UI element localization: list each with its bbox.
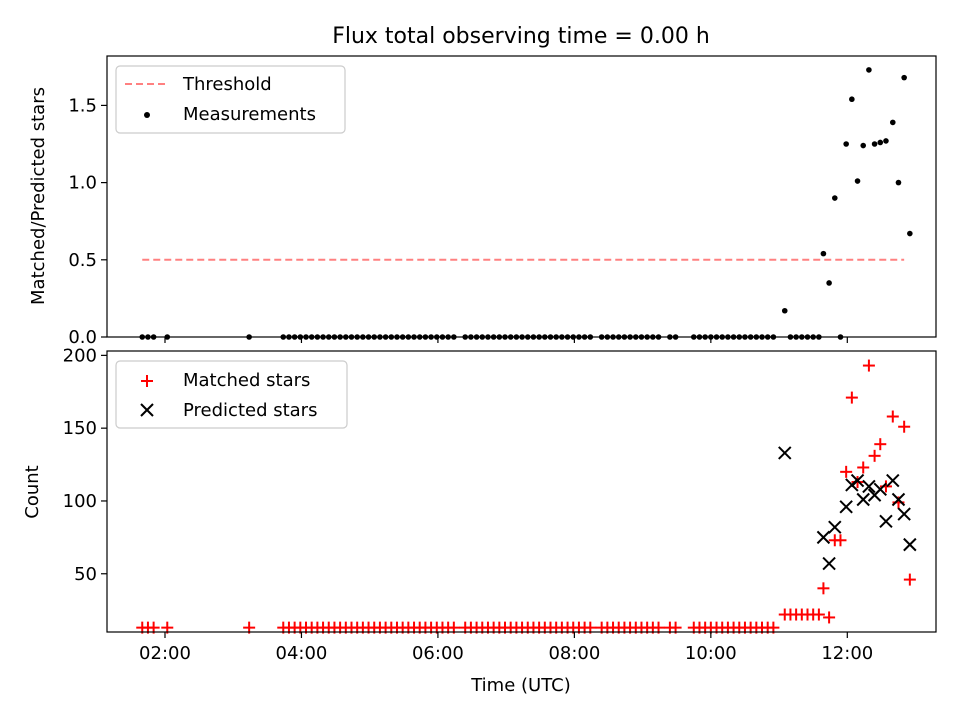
bottom-y-tick-label: 200 — [63, 345, 97, 366]
matched-stars-point — [840, 465, 853, 478]
matched-stars-point — [812, 608, 825, 621]
bottom-axes-frame — [106, 350, 937, 633]
x-tick-label: 12:00 — [821, 643, 873, 664]
predicted-stars-point — [822, 556, 836, 571]
measurements-point — [826, 280, 832, 286]
top-axes: 0.0 0.5 1.0 1.5 Matched/Predicted stars Thr… — [28, 55, 937, 348]
predicted-stars-point — [778, 446, 792, 460]
bottom-x-ticks: 02:00 04:00 06:00 08:00 10:00 12:00 — [139, 632, 873, 664]
matched-stars-point — [817, 582, 830, 595]
bottom-axes: 02:00 04:00 06:00 08:00 10:00 12:00 50 100 150 2… — [22, 345, 937, 696]
predicted-stars-point — [828, 520, 842, 534]
matched-stars-point — [834, 534, 847, 547]
matched-stars-point — [903, 573, 916, 586]
bottom-y-tick-label: 150 — [63, 418, 97, 439]
matched-stars-point — [898, 420, 911, 433]
measurements-point — [871, 141, 878, 147]
matched-stars-point — [868, 449, 881, 462]
predicted-stars-point — [886, 473, 900, 488]
predicted-stars-point — [891, 492, 906, 507]
matched-stars-point — [845, 391, 858, 404]
bottom-y-axis-label: Count — [22, 465, 43, 518]
legend-matched-label: Matched stars — [183, 370, 310, 391]
measurements-point — [901, 74, 907, 81]
predicted-stars-point — [903, 537, 917, 552]
legend-predicted-label: Predicted stars — [183, 400, 317, 421]
x-tick-label: 08:00 — [548, 643, 600, 664]
measurements-point — [883, 138, 889, 144]
legend-matched-swatch — [141, 375, 153, 387]
predicted-stars-point — [850, 473, 865, 488]
predicted-stars-point — [839, 500, 853, 514]
top-y-tick-label: 0.5 — [68, 250, 97, 271]
bottom-legend-box — [115, 360, 348, 429]
predicted-stars-point — [862, 479, 876, 494]
measurements-point — [843, 141, 849, 147]
legend-measurements-label: Measurements — [183, 104, 316, 125]
matched-stars-point — [857, 461, 870, 474]
matched-stars-point — [874, 438, 887, 451]
top-legend-box — [115, 65, 346, 134]
bottom-y-tick-label: 100 — [63, 491, 97, 512]
top-y-axis-label: Matched/Predicted stars — [28, 87, 49, 305]
measurements-point — [781, 307, 788, 314]
bottom-legend: Matched stars Predicted stars — [115, 360, 348, 429]
predicted-stars-point — [856, 492, 870, 507]
top-axes-frame — [106, 55, 937, 338]
matched-stars-point — [823, 611, 836, 624]
top-y-tick-label: 0.0 — [68, 327, 97, 348]
measurements-point — [907, 230, 913, 237]
top-y-tick-label: 1.5 — [68, 95, 97, 116]
measurements-point — [889, 119, 896, 126]
top-x-ticks — [164, 337, 848, 343]
legend-threshold-label: Threshold — [182, 74, 272, 95]
predicted-stars-point — [879, 514, 893, 529]
x-tick-label: 04:00 — [276, 643, 328, 664]
measurements-point — [849, 96, 855, 103]
measurements-point — [820, 250, 827, 257]
x-axis-label: Time (UTC) — [470, 675, 571, 696]
predicted-stars-point — [816, 530, 831, 545]
bottom-y-tick-label: 50 — [74, 564, 97, 585]
measurements-point — [860, 142, 867, 149]
chart-title: Flux total observing time = 0.00 h — [332, 24, 710, 49]
measurements-point — [866, 67, 872, 73]
predicted-stars-point — [897, 507, 911, 521]
top-y-ticks: 0.0 0.5 1.0 1.5 — [68, 95, 107, 348]
x-tick-label: 02:00 — [139, 643, 191, 664]
top-plot-marks — [139, 67, 913, 340]
measurements-point — [877, 139, 884, 146]
matched-stars-point — [862, 359, 875, 372]
legend-predicted-swatch — [140, 403, 154, 417]
top-legend: Threshold Measurements — [115, 65, 346, 134]
measurements-point — [854, 178, 861, 184]
x-tick-label: 06:00 — [412, 643, 464, 664]
bottom-y-ticks: 50 100 150 200 — [63, 345, 107, 585]
measurements-point — [831, 195, 838, 201]
top-y-tick-label: 1.0 — [68, 173, 97, 194]
predicted-stars-point — [873, 482, 887, 497]
measurements-point — [895, 179, 902, 186]
x-tick-label: 10:00 — [685, 643, 737, 664]
legend-measurements-swatch — [144, 112, 150, 118]
matched-stars-point — [886, 410, 899, 423]
